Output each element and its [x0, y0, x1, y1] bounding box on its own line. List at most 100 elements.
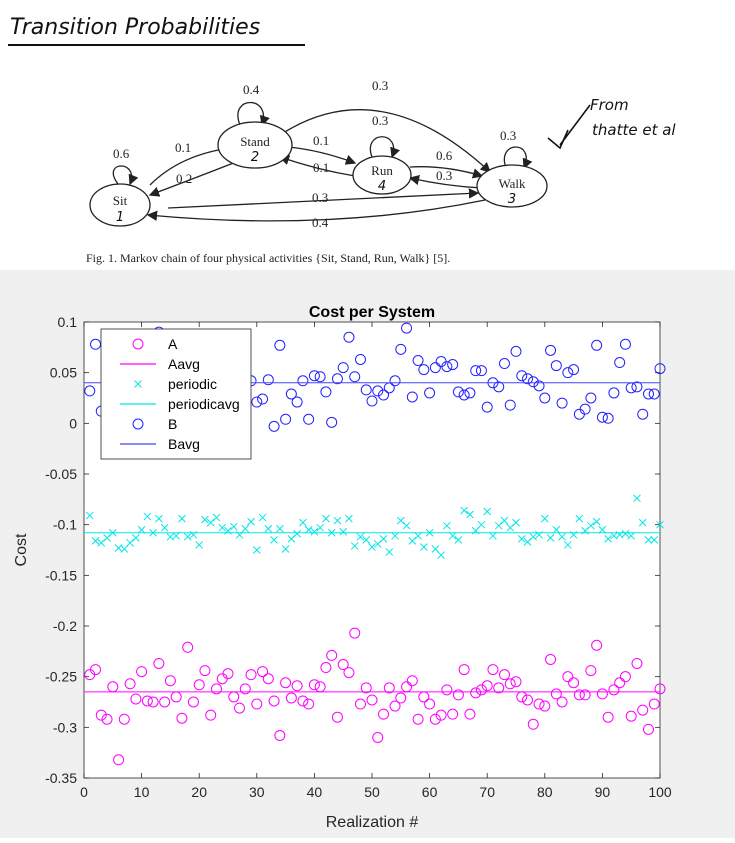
point-b — [337, 362, 349, 374]
point-a — [187, 696, 199, 708]
point-periodic — [627, 531, 636, 540]
point-periodic — [339, 527, 348, 536]
point-b — [354, 353, 366, 365]
point-a — [631, 657, 643, 669]
point-periodic — [264, 524, 273, 533]
edge-stand-stand — [237, 102, 270, 127]
point-b — [562, 367, 574, 379]
cost-chart: 0.1 0.05 0 -0.05 -0.1 -0.15 -0.2 -0.25 -0.3 -0.35… — [13, 304, 672, 831]
label-walk-walk: 0.3 — [500, 128, 516, 143]
point-periodic — [258, 513, 267, 522]
point-periodic — [362, 536, 371, 544]
point-a — [533, 698, 545, 710]
point-periodic — [517, 534, 526, 543]
point-a — [372, 731, 384, 743]
attribution-line1: From — [590, 96, 629, 114]
point-b — [401, 322, 413, 334]
point-b — [475, 365, 487, 377]
point-b — [654, 363, 666, 375]
point-periodic — [270, 536, 278, 544]
point-a — [435, 709, 447, 721]
point-a — [176, 712, 188, 724]
point-a — [303, 698, 315, 710]
point-a — [245, 669, 257, 681]
point-b — [441, 361, 453, 373]
point-b — [504, 399, 516, 411]
markov-diagram: Transition Probabilities From thatte et … — [8, 15, 676, 265]
y-tick-label: -0.3 — [53, 719, 77, 735]
x-tick-label: 90 — [595, 784, 611, 800]
point-periodic — [500, 516, 509, 525]
label-run-run: 0.3 — [372, 113, 388, 128]
transition-labels: 0.6 0.4 0.3 0.3 0.1 0.2 0.1 0.1 0.6 0.3 … — [113, 78, 516, 230]
point-b — [406, 391, 418, 403]
x-axis-label: Realization # — [326, 814, 419, 831]
point-a — [619, 671, 631, 683]
point-a — [331, 711, 343, 723]
point-a — [591, 639, 603, 651]
point-a — [326, 649, 338, 661]
point-b — [389, 375, 401, 387]
edge-walk-run — [408, 174, 483, 189]
legend-label: Bavg — [168, 436, 200, 452]
point-a — [354, 698, 366, 710]
point-a — [285, 692, 297, 704]
point-a — [141, 695, 153, 707]
attribution-arrowhead — [547, 129, 569, 150]
point-periodic — [85, 511, 94, 520]
notes-panel: Transition Probabilities From thatte et … — [0, 0, 735, 270]
point-b — [268, 420, 280, 432]
point-periodic — [650, 536, 659, 544]
point-a — [251, 698, 263, 710]
state-sit-number: 1 — [116, 210, 124, 225]
point-b — [314, 371, 326, 383]
point-a — [522, 694, 534, 706]
point-a — [504, 678, 516, 690]
point-a — [222, 668, 234, 680]
state-walk-number: 3 — [508, 192, 516, 207]
point-a — [654, 683, 666, 695]
point-a — [349, 627, 361, 639]
point-periodic — [477, 520, 486, 529]
point-periodic — [575, 514, 584, 523]
point-periodic — [656, 520, 664, 529]
point-b — [619, 338, 631, 350]
point-b — [447, 359, 459, 371]
point-a — [470, 687, 482, 699]
point-a — [159, 696, 171, 708]
point-a — [539, 700, 551, 712]
point-a — [395, 692, 407, 704]
point-periodic — [195, 541, 204, 549]
y-tick-label: 0 — [69, 415, 77, 431]
point-a — [147, 696, 159, 708]
state-run: Run 4 — [352, 155, 412, 195]
point-a — [366, 694, 378, 706]
label-stand-walk: 0.3 — [372, 78, 388, 93]
y-tick-label: -0.25 — [45, 669, 77, 685]
point-b — [637, 408, 649, 420]
point-periodic — [540, 514, 549, 523]
point-a — [210, 683, 222, 695]
point-periodic — [592, 517, 601, 526]
point-a — [280, 677, 292, 689]
x-tick-label: 70 — [479, 784, 495, 800]
point-b — [614, 357, 626, 369]
x-tick-label: 0 — [80, 784, 88, 800]
point-a — [637, 704, 649, 716]
point-a — [199, 665, 211, 677]
point-periodic — [460, 506, 469, 515]
point-periodic — [356, 532, 365, 541]
point-b — [452, 386, 464, 398]
point-a — [596, 688, 608, 700]
point-b — [395, 343, 407, 355]
point-b — [360, 384, 372, 396]
x-tick-label: 60 — [422, 784, 438, 800]
point-b — [257, 393, 269, 405]
point-a — [458, 664, 470, 676]
point-b — [378, 389, 390, 401]
point-periodic — [333, 516, 342, 525]
point-periodic — [443, 521, 451, 530]
point-a — [585, 665, 597, 677]
label-sit-walk: 0.3 — [312, 190, 328, 205]
point-b — [596, 411, 608, 423]
